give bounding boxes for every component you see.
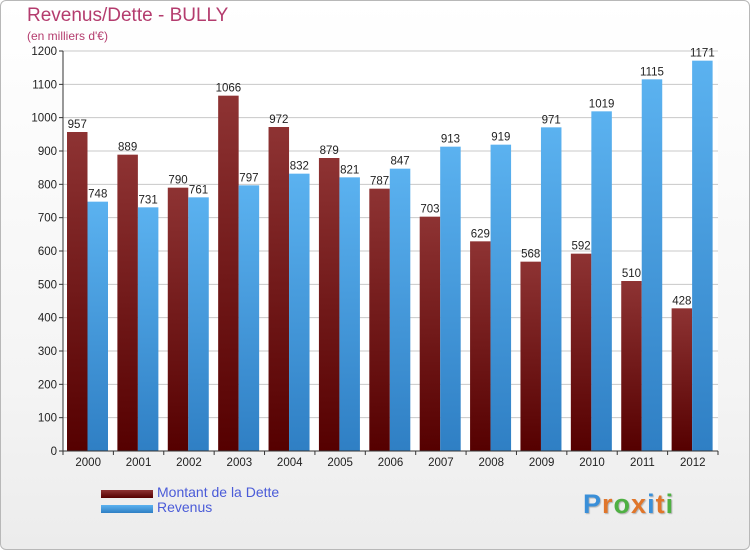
logo-letter: i xyxy=(665,489,675,519)
dette-value-label: 957 xyxy=(68,119,87,131)
x-tick-label: 2009 xyxy=(529,457,555,469)
dette-value-label: 1066 xyxy=(216,83,242,95)
y-tick-label: 100 xyxy=(38,413,57,425)
revenus-bar xyxy=(490,144,512,451)
revenus-value-label: 797 xyxy=(239,172,258,184)
logo-letter: x xyxy=(631,489,648,519)
revenus-bar xyxy=(440,146,461,451)
revenus-bar xyxy=(641,79,663,451)
dette-value-label: 703 xyxy=(420,204,439,216)
revenus-value-label: 919 xyxy=(491,132,510,144)
legend-label-revenus: Revenus xyxy=(157,499,213,515)
revenus-value-label: 913 xyxy=(441,134,460,146)
revenus-value-label: 1019 xyxy=(589,98,615,110)
x-tick-label: 2011 xyxy=(630,457,655,469)
dette-bar xyxy=(570,253,592,451)
dette-value-label: 889 xyxy=(118,142,137,154)
x-tick-label: 2008 xyxy=(478,457,504,469)
x-tick-label: 2007 xyxy=(428,457,454,469)
revenus-value-label: 1171 xyxy=(690,48,715,60)
dette-bar xyxy=(419,216,441,451)
x-tick-label: 2012 xyxy=(680,457,706,469)
chart-subtitle: (en milliers d'€) xyxy=(27,29,108,43)
dette-bar xyxy=(167,187,189,451)
logo-letter: t xyxy=(655,489,666,519)
logo-letter: i xyxy=(647,489,656,519)
y-tick-label: 300 xyxy=(38,346,57,358)
dette-value-label: 428 xyxy=(672,295,691,307)
chart-title: Revenus/Dette - BULLY xyxy=(27,5,229,26)
x-tick-label: 2003 xyxy=(227,457,253,469)
dette-bar xyxy=(67,132,88,451)
y-tick-label: 900 xyxy=(38,146,57,158)
dette-value-label: 592 xyxy=(572,241,591,253)
x-tick-label: 2006 xyxy=(378,457,404,469)
dette-value-label: 787 xyxy=(370,176,389,188)
dette-bar xyxy=(470,241,491,451)
revenus-bar xyxy=(188,197,209,451)
y-tick-label: 400 xyxy=(38,313,57,325)
axes: 0 100 200 300 400 500 600 700 800 900 1000 1100 1200… xyxy=(31,46,719,469)
dette-bar xyxy=(520,261,541,451)
revenus-value-label: 1115 xyxy=(640,66,664,78)
x-tick-label: 2005 xyxy=(327,457,353,469)
dette-bar xyxy=(671,308,693,451)
revenus-bar xyxy=(339,177,360,452)
revenus-bar xyxy=(591,111,612,451)
revenus-bar xyxy=(692,60,713,452)
legend-label-dette: Montant de la Dette xyxy=(157,484,280,500)
x-tick-label: 2004 xyxy=(277,457,303,469)
y-tick-label: 700 xyxy=(38,213,57,225)
x-tick-label: 2010 xyxy=(579,457,605,469)
y-tick-label: 200 xyxy=(38,379,57,391)
revenus-bar xyxy=(540,127,562,451)
dette-bar xyxy=(268,127,290,451)
x-tick-label: 2001 xyxy=(126,457,152,469)
y-tick-label: 600 xyxy=(38,246,57,258)
dette-value-label: 510 xyxy=(622,268,641,280)
y-tick-label: 500 xyxy=(38,279,57,291)
legend-swatch-revenus xyxy=(101,505,153,513)
logo-letter: o xyxy=(613,489,632,519)
y-tick-label: 1100 xyxy=(32,79,57,91)
legend-swatch-dette xyxy=(101,490,153,498)
y-tick-label: 0 xyxy=(51,446,57,458)
dette-value-label: 879 xyxy=(320,145,339,157)
dette-bar xyxy=(621,281,642,451)
dette-bar xyxy=(318,158,340,451)
logo-letter: r xyxy=(602,489,614,519)
y-tick-label: 1000 xyxy=(31,113,57,125)
revenus-value-label: 761 xyxy=(189,184,208,196)
dette-value-label: 568 xyxy=(521,249,540,261)
dette-value-label: 629 xyxy=(471,228,490,240)
dette-bar xyxy=(117,154,138,451)
x-tick-label: 2000 xyxy=(75,457,101,469)
revenus-bar xyxy=(87,201,108,451)
revenus-value-label: 971 xyxy=(542,114,561,126)
revenus-bar xyxy=(389,168,411,451)
revenus-value-label: 832 xyxy=(290,161,309,173)
revenus-bar xyxy=(238,185,260,452)
revenus-bar xyxy=(289,173,310,451)
revenus-value-label: 821 xyxy=(340,164,359,176)
revenus-value-label: 731 xyxy=(139,194,158,206)
dette-bar xyxy=(218,95,239,452)
dette-value-label: 972 xyxy=(269,114,288,126)
x-tick-label: 2002 xyxy=(176,457,202,469)
revenus-value-label: 847 xyxy=(390,156,409,168)
logo-letter: P xyxy=(583,489,603,519)
bars xyxy=(67,60,713,452)
revenus-value-label: 748 xyxy=(88,189,107,201)
proxiti-logo: Proxiti xyxy=(583,489,674,520)
revenus-bar xyxy=(137,207,159,451)
dette-value-label: 790 xyxy=(168,175,187,187)
y-tick-label: 800 xyxy=(38,179,57,191)
y-tick-label: 1200 xyxy=(31,46,57,58)
dette-bar xyxy=(369,188,390,451)
